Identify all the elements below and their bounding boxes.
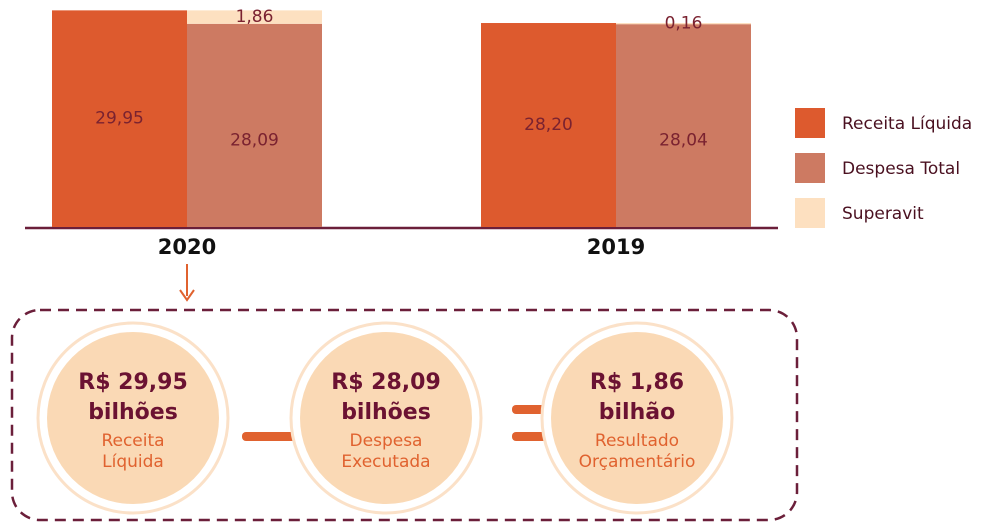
summary-label: Orçamentário [579, 452, 696, 472]
bar [187, 23, 322, 227]
summary-amount: R$ 1,86 [590, 370, 684, 395]
summary-label: Executada [341, 452, 430, 472]
summary-label: Resultado [595, 431, 679, 451]
value-label: 28,04 [659, 131, 708, 151]
summary-amount: R$ 29,95 [78, 370, 188, 395]
summary-amount: R$ 28,09 [331, 370, 441, 395]
summary-label: Receita [101, 431, 164, 451]
summary-unit: bilhão [599, 400, 675, 425]
bar [52, 10, 187, 228]
summary-circle [300, 332, 472, 504]
legend-swatch [795, 108, 825, 138]
value-label: 1,86 [236, 7, 274, 27]
bar [481, 23, 616, 227]
legend-label: Superavit [842, 204, 924, 224]
summary-unit: bilhões [88, 400, 178, 425]
value-label: 28,20 [524, 115, 573, 135]
value-label: 0,16 [665, 14, 703, 34]
value-label: 28,09 [230, 130, 279, 150]
bar [616, 24, 751, 227]
bar [616, 23, 751, 25]
summary-label: Líquida [102, 452, 164, 472]
x-tick-label: 2020 [158, 235, 216, 259]
bar [187, 10, 322, 24]
legend-swatch [795, 153, 825, 183]
legend-label: Despesa Total [842, 159, 960, 179]
x-tick-label: 2019 [587, 235, 645, 259]
legend-label: Receita Líquida [842, 114, 972, 134]
summary-circle [47, 332, 219, 504]
arrow-head [179, 289, 195, 302]
summary-unit: bilhões [341, 400, 431, 425]
summary-frame [10, 308, 799, 522]
summary-label: Despesa [350, 431, 423, 451]
legend-swatch [795, 198, 825, 228]
summary-circle [551, 332, 723, 504]
value-label: 29,95 [95, 109, 144, 129]
minus-sign [242, 432, 298, 441]
